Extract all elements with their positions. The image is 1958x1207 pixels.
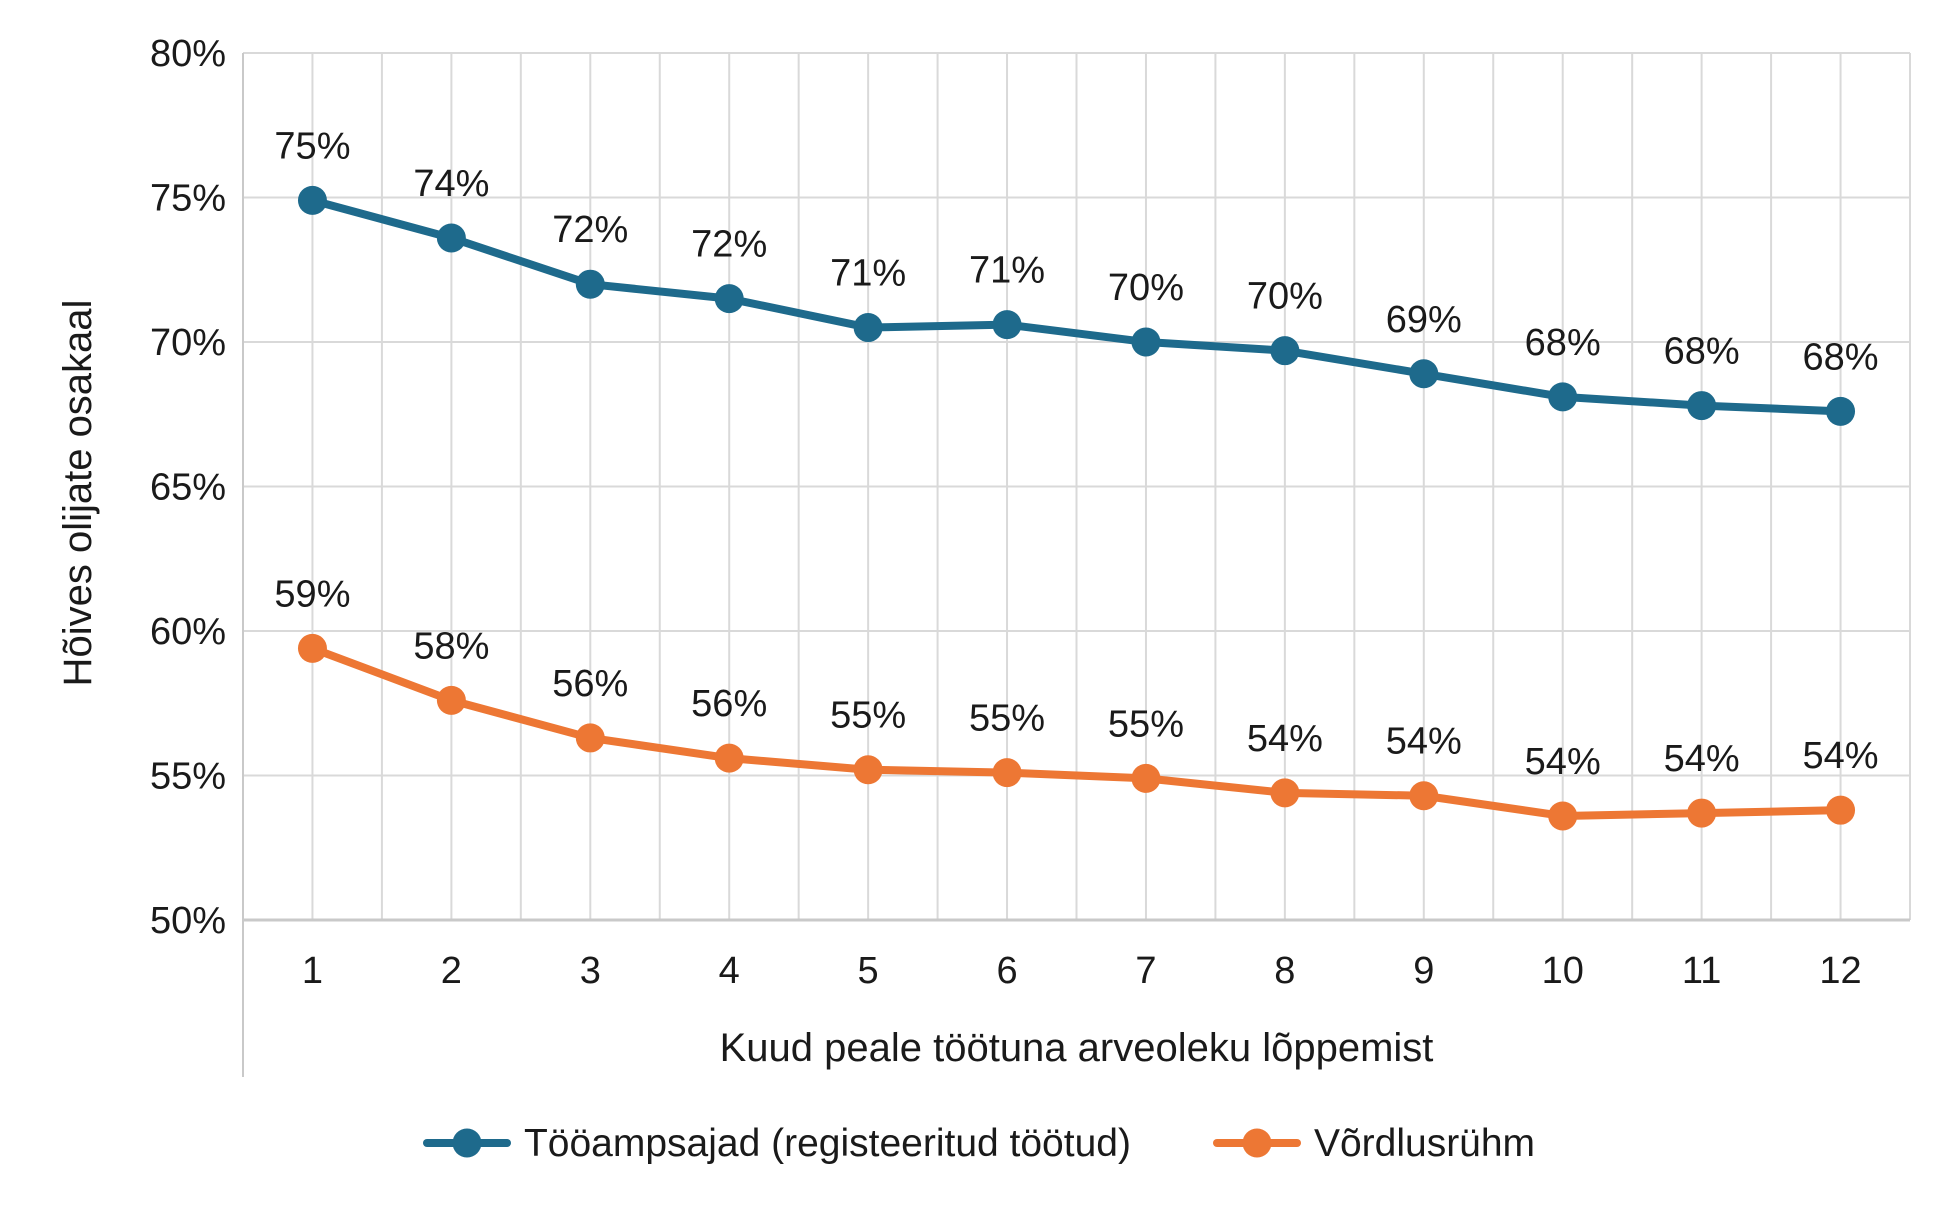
x-tick-label: 8 bbox=[1274, 950, 1295, 992]
v-rdlusr-hm-point bbox=[853, 755, 883, 785]
y-axis-title: Hõives olijate osakaal bbox=[56, 300, 100, 687]
y-tick-label: 55% bbox=[150, 756, 226, 798]
legend-label: Tööampsajad (registeeritud töötud) bbox=[523, 1121, 1131, 1165]
v-rdlusr-hm-point bbox=[992, 758, 1022, 788]
data-labels: 75% 74% 72% 72% 71% 71% 70% 70% 69% 68% 68% 68% 59% 5… bbox=[274, 125, 1878, 783]
v-rdlusr-hm-point bbox=[297, 633, 327, 663]
gridlines bbox=[242, 52, 1911, 920]
data-label: 68% bbox=[1803, 336, 1879, 378]
v-rdlusr-hm-point bbox=[1548, 801, 1578, 831]
data-label: 56% bbox=[691, 683, 767, 725]
y-tick-label: 60% bbox=[150, 611, 226, 653]
t-ampsajad-registeeritud-t-tud-point bbox=[1270, 336, 1300, 366]
data-label: 55% bbox=[830, 695, 906, 737]
legend-marker-dot-icon bbox=[1242, 1128, 1272, 1158]
axis-lines bbox=[242, 53, 1910, 1077]
data-label: 54% bbox=[1386, 721, 1462, 763]
v-rdlusr-hm-point bbox=[436, 685, 466, 715]
t-ampsajad-registeeritud-t-tud-point bbox=[575, 269, 605, 299]
x-tick-label: 5 bbox=[858, 950, 879, 992]
v-rdlusr-hm-point bbox=[1826, 795, 1856, 825]
data-label: 54% bbox=[1525, 741, 1601, 783]
y-tick-label: 65% bbox=[150, 467, 226, 509]
t-ampsajad-registeeritud-t-tud-point bbox=[1548, 382, 1578, 412]
data-label: 55% bbox=[1108, 703, 1184, 745]
t-ampsajad-registeeritud-t-tud-point bbox=[1687, 391, 1717, 421]
data-label: 74% bbox=[413, 163, 489, 205]
t-ampsajad-registeeritud-t-tud-point bbox=[1131, 327, 1161, 357]
legend-item-tooampsajad: Tööampsajad (registeeritud töötud) bbox=[422, 1121, 1131, 1165]
v-rdlusr-hm-point bbox=[714, 743, 744, 773]
data-label: 72% bbox=[691, 224, 767, 266]
v-rdlusr-hm-point bbox=[1409, 781, 1439, 811]
data-label: 68% bbox=[1664, 331, 1740, 373]
y-tick-labels: 80% 75% 70% 65% 60% 55% 50% bbox=[150, 33, 226, 942]
x-tick-label: 9 bbox=[1413, 950, 1434, 992]
data-label: 54% bbox=[1664, 738, 1740, 780]
series-markers bbox=[297, 185, 1856, 831]
y-tick-label: 50% bbox=[150, 900, 226, 942]
t-ampsajad-registeeritud-t-tud-point bbox=[1826, 396, 1856, 426]
series-lines bbox=[308, 196, 1845, 820]
data-label: 75% bbox=[274, 125, 350, 167]
x-tick-label: 11 bbox=[1682, 950, 1721, 992]
t-ampsajad-registeeritud-t-tud-point bbox=[436, 223, 466, 253]
x-tick-label: 2 bbox=[441, 950, 462, 992]
axis-titles: Kuud peale töötuna arveoleku lõppemist Hõ… bbox=[56, 300, 1433, 1070]
x-axis-title: Kuud peale töötuna arveoleku lõppemist bbox=[720, 1026, 1434, 1070]
y-tick-label: 80% bbox=[150, 33, 226, 75]
legend-marker-line-icon bbox=[1212, 1128, 1301, 1158]
legend-marker-dot-icon bbox=[452, 1128, 482, 1158]
v-rdlusr-hm-point bbox=[1270, 778, 1300, 808]
data-label: 68% bbox=[1525, 322, 1601, 364]
data-label: 71% bbox=[830, 253, 906, 295]
t-ampsajad-registeeritud-t-tud-point bbox=[297, 185, 327, 215]
data-label: 56% bbox=[552, 663, 628, 705]
data-label: 55% bbox=[969, 698, 1045, 740]
data-label: 59% bbox=[274, 573, 350, 615]
t-ampsajad-registeeritud-t-tud-line bbox=[308, 196, 1845, 416]
v-rdlusr-hm-line bbox=[308, 644, 1845, 820]
t-ampsajad-registeeritud-t-tud-point bbox=[714, 284, 744, 314]
legend-label: Võrdlusrühm bbox=[1313, 1121, 1536, 1165]
x-tick-label: 10 bbox=[1542, 950, 1584, 992]
data-label: 58% bbox=[413, 625, 489, 667]
legend-item-vordlusruhm: Võrdlusrühm bbox=[1212, 1121, 1536, 1165]
data-label: 69% bbox=[1386, 299, 1462, 341]
x-tick-label: 6 bbox=[996, 950, 1017, 992]
v-rdlusr-hm-point bbox=[575, 723, 605, 753]
v-rdlusr-hm-point bbox=[1687, 798, 1717, 828]
y-tick-label: 70% bbox=[150, 322, 226, 364]
data-label: 71% bbox=[969, 250, 1045, 292]
x-tick-label: 3 bbox=[580, 950, 601, 992]
data-label: 70% bbox=[1247, 276, 1323, 318]
t-ampsajad-registeeritud-t-tud-point bbox=[992, 310, 1022, 340]
data-label: 54% bbox=[1803, 735, 1879, 777]
legend: Tööampsajad (registeeritud töötud) Võrdl… bbox=[0, 1114, 1958, 1172]
x-tick-label: 7 bbox=[1135, 950, 1156, 992]
x-tick-label: 4 bbox=[719, 950, 740, 992]
y-tick-label: 75% bbox=[150, 178, 226, 220]
t-ampsajad-registeeritud-t-tud-point bbox=[1409, 359, 1439, 389]
data-label: 72% bbox=[552, 209, 628, 251]
data-label: 54% bbox=[1247, 718, 1323, 760]
x-tick-label: 1 bbox=[302, 950, 323, 992]
t-ampsajad-registeeritud-t-tud-point bbox=[853, 313, 883, 343]
v-rdlusr-hm-point bbox=[1131, 763, 1161, 793]
data-label: 70% bbox=[1108, 267, 1184, 309]
x-tick-label: 12 bbox=[1819, 950, 1861, 992]
x-tick-labels: 1 2 3 4 5 6 7 8 9 10 11 12 bbox=[302, 950, 1862, 992]
legend-marker-line-icon bbox=[422, 1128, 511, 1158]
